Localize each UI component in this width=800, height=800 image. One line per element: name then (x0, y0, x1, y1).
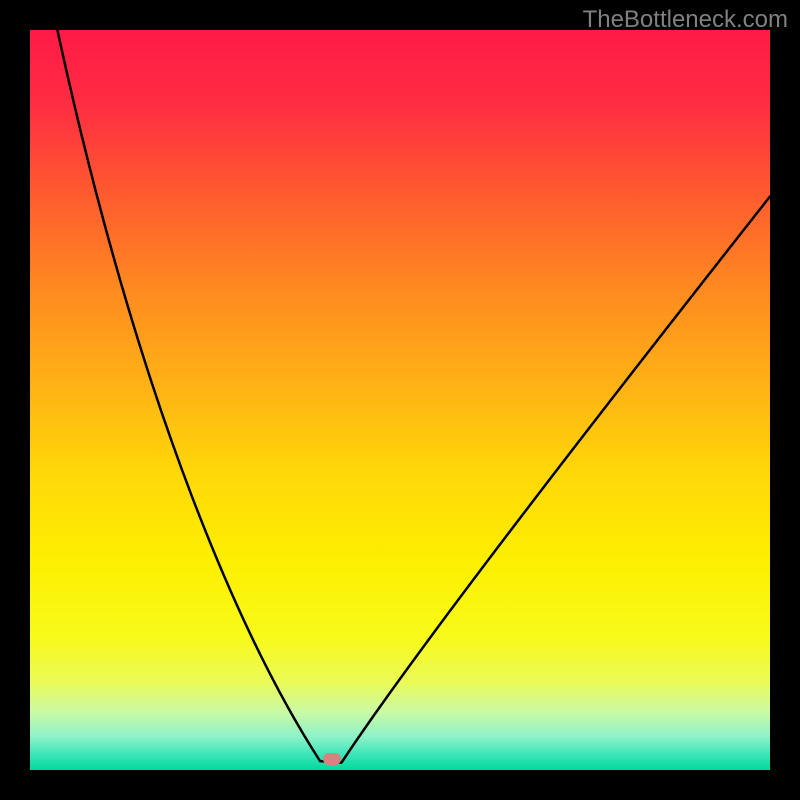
chart-frame: TheBottleneck.com (0, 0, 800, 800)
minimum-marker (323, 753, 342, 765)
bottleneck-curve (30, 30, 770, 770)
plot-area (30, 30, 770, 770)
